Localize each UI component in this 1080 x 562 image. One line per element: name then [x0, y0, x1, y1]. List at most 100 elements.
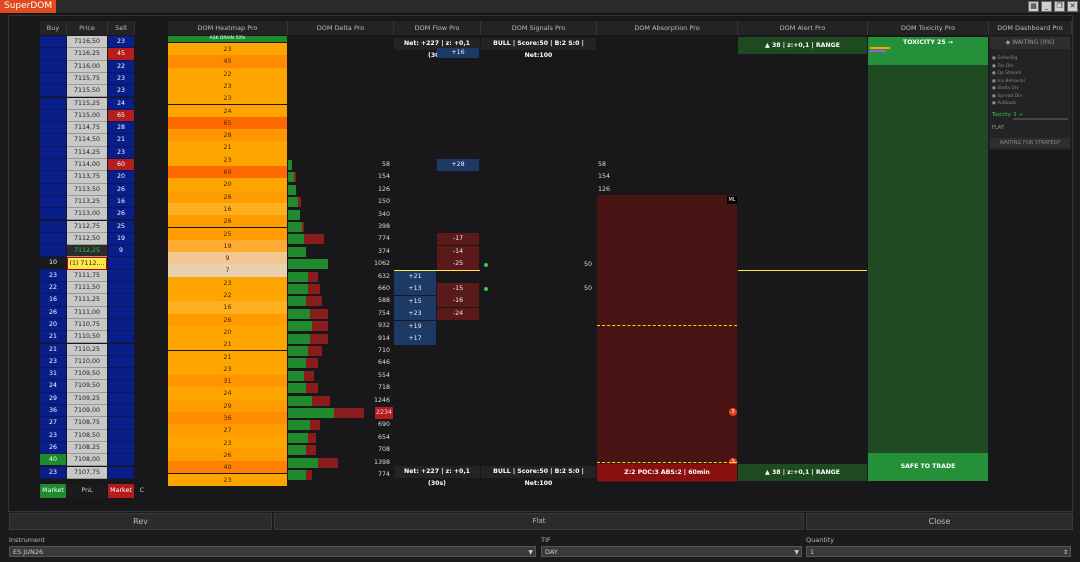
price-cell[interactable]: 7114,25	[67, 146, 107, 159]
buy-cell[interactable]	[40, 122, 66, 135]
buy-cell[interactable]	[40, 208, 66, 221]
buy-cell[interactable]: 26	[40, 441, 66, 455]
sell-cell[interactable]	[108, 306, 134, 319]
buy-cell[interactable]	[40, 72, 66, 86]
sell-cell[interactable]	[108, 392, 134, 405]
buy-cell[interactable]	[40, 36, 66, 49]
sell-cell[interactable]	[108, 318, 134, 332]
price-cell[interactable]: 7112,25	[67, 245, 107, 258]
stepper-icon[interactable]: ⇕	[1062, 549, 1068, 556]
buy-cell[interactable]: 10	[40, 257, 66, 270]
restore-icon[interactable]: ❐	[1054, 1, 1065, 12]
buy-cell[interactable]: 21	[40, 343, 66, 356]
price-cell[interactable]: 7114,75	[67, 122, 107, 135]
close-icon[interactable]: ✕	[1067, 1, 1078, 12]
buy-cell[interactable]: 36	[40, 405, 66, 418]
buy-cell[interactable]: 22	[40, 282, 66, 295]
buy-market-button[interactable]: Market	[40, 484, 66, 498]
price-cell[interactable]: 7115,25	[67, 97, 107, 110]
instrument-select[interactable]: ES JUN26 ▼	[9, 546, 536, 557]
price-cell[interactable]: 7108,25	[67, 441, 107, 455]
buy-cell[interactable]	[40, 134, 66, 147]
price-cell[interactable]: 7110,50	[67, 331, 107, 344]
price-cell[interactable]: 7112,75	[67, 220, 107, 233]
buy-cell[interactable]	[40, 195, 66, 209]
price-cell[interactable]: 7114,50	[67, 134, 107, 147]
sell-cell[interactable]	[108, 294, 134, 307]
sell-cell[interactable]	[108, 380, 134, 393]
sell-cell[interactable]	[108, 441, 134, 455]
tif-select[interactable]: DAY ▼	[541, 546, 802, 557]
price-cell[interactable]: 7113,50	[67, 183, 107, 196]
price-cell[interactable]: 7109,00	[67, 405, 107, 418]
sell-cell[interactable]: 21	[108, 134, 134, 147]
buy-cell[interactable]	[40, 232, 66, 246]
buy-cell[interactable]	[40, 183, 66, 196]
quantity-stepper[interactable]: 1 ⇕	[806, 546, 1071, 557]
sell-cell[interactable]: 25	[108, 220, 134, 233]
sell-cell[interactable]	[108, 466, 134, 479]
sell-cell[interactable]	[108, 343, 134, 356]
sell-cell[interactable]: 26	[108, 183, 134, 196]
buy-cell[interactable]	[40, 97, 66, 110]
rev-button[interactable]: Rev	[9, 513, 272, 530]
buy-cell[interactable]: 31	[40, 368, 66, 381]
price-cell[interactable]: (1) 7112,...	[67, 257, 107, 270]
buy-cell[interactable]	[40, 146, 66, 159]
close-position-button[interactable]: C	[139, 487, 145, 494]
price-cell[interactable]: 7108,50	[67, 429, 107, 442]
sell-cell[interactable]: 23	[108, 72, 134, 86]
sell-cell[interactable]: 23	[108, 146, 134, 159]
buy-cell[interactable]: 23	[40, 269, 66, 282]
buy-cell[interactable]	[40, 171, 66, 184]
sell-cell[interactable]: 65	[108, 109, 134, 123]
sell-cell[interactable]: 22	[108, 60, 134, 73]
flat-button[interactable]: Flat	[274, 513, 804, 530]
price-cell[interactable]: 7113,75	[67, 171, 107, 184]
buy-cell[interactable]: 29	[40, 392, 66, 405]
close-button[interactable]: Close	[806, 513, 1073, 530]
sell-cell[interactable]: 23	[108, 85, 134, 98]
price-cell[interactable]: 7115,75	[67, 72, 107, 86]
price-cell[interactable]: 7112,50	[67, 232, 107, 246]
price-cell[interactable]: 7108,00	[67, 454, 107, 467]
price-cell[interactable]: 7113,00	[67, 208, 107, 221]
buy-cell[interactable]	[40, 245, 66, 258]
sell-cell[interactable]	[108, 454, 134, 467]
sell-cell[interactable]: 24	[108, 97, 134, 110]
price-cell[interactable]: 7116,50	[67, 36, 107, 49]
sell-cell[interactable]: 28	[108, 122, 134, 135]
price-cell[interactable]: 7115,50	[67, 85, 107, 98]
sell-cell[interactable]: 23	[108, 36, 134, 49]
buy-cell[interactable]	[40, 85, 66, 98]
sell-cell[interactable]	[108, 269, 134, 282]
price-cell[interactable]: 7111,50	[67, 282, 107, 295]
sell-cell[interactable]	[108, 257, 134, 270]
sell-market-button[interactable]: Market	[108, 484, 134, 498]
price-cell[interactable]: 7109,50	[67, 380, 107, 393]
sell-cell[interactable]	[108, 405, 134, 418]
price-cell[interactable]: 7110,25	[67, 343, 107, 356]
price-cell[interactable]: 7115,00	[67, 109, 107, 123]
minimize-icon[interactable]: _	[1041, 1, 1052, 12]
sell-cell[interactable]	[108, 331, 134, 344]
price-cell[interactable]: 7111,00	[67, 306, 107, 319]
sell-cell[interactable]	[108, 282, 134, 295]
price-cell[interactable]: 7107,75	[67, 466, 107, 479]
price-cell[interactable]: 7108,75	[67, 417, 107, 430]
buy-cell[interactable]: 21	[40, 331, 66, 344]
buy-cell[interactable]: 16	[40, 294, 66, 307]
price-cell[interactable]: 7113,25	[67, 195, 107, 209]
buy-cell[interactable]: 26	[40, 306, 66, 319]
sell-cell[interactable]: 20	[108, 171, 134, 184]
buy-cell[interactable]: 27	[40, 417, 66, 430]
buy-cell[interactable]: 20	[40, 318, 66, 332]
price-cell[interactable]: 7110,00	[67, 355, 107, 369]
sell-cell[interactable]	[108, 417, 134, 430]
sell-cell[interactable]	[108, 429, 134, 442]
price-cell[interactable]: 7109,50	[67, 368, 107, 381]
price-cell[interactable]: 7116,00	[67, 60, 107, 73]
buy-cell[interactable]: 23	[40, 429, 66, 442]
sell-cell[interactable]: 9	[108, 245, 134, 258]
buy-cell[interactable]	[40, 159, 66, 172]
